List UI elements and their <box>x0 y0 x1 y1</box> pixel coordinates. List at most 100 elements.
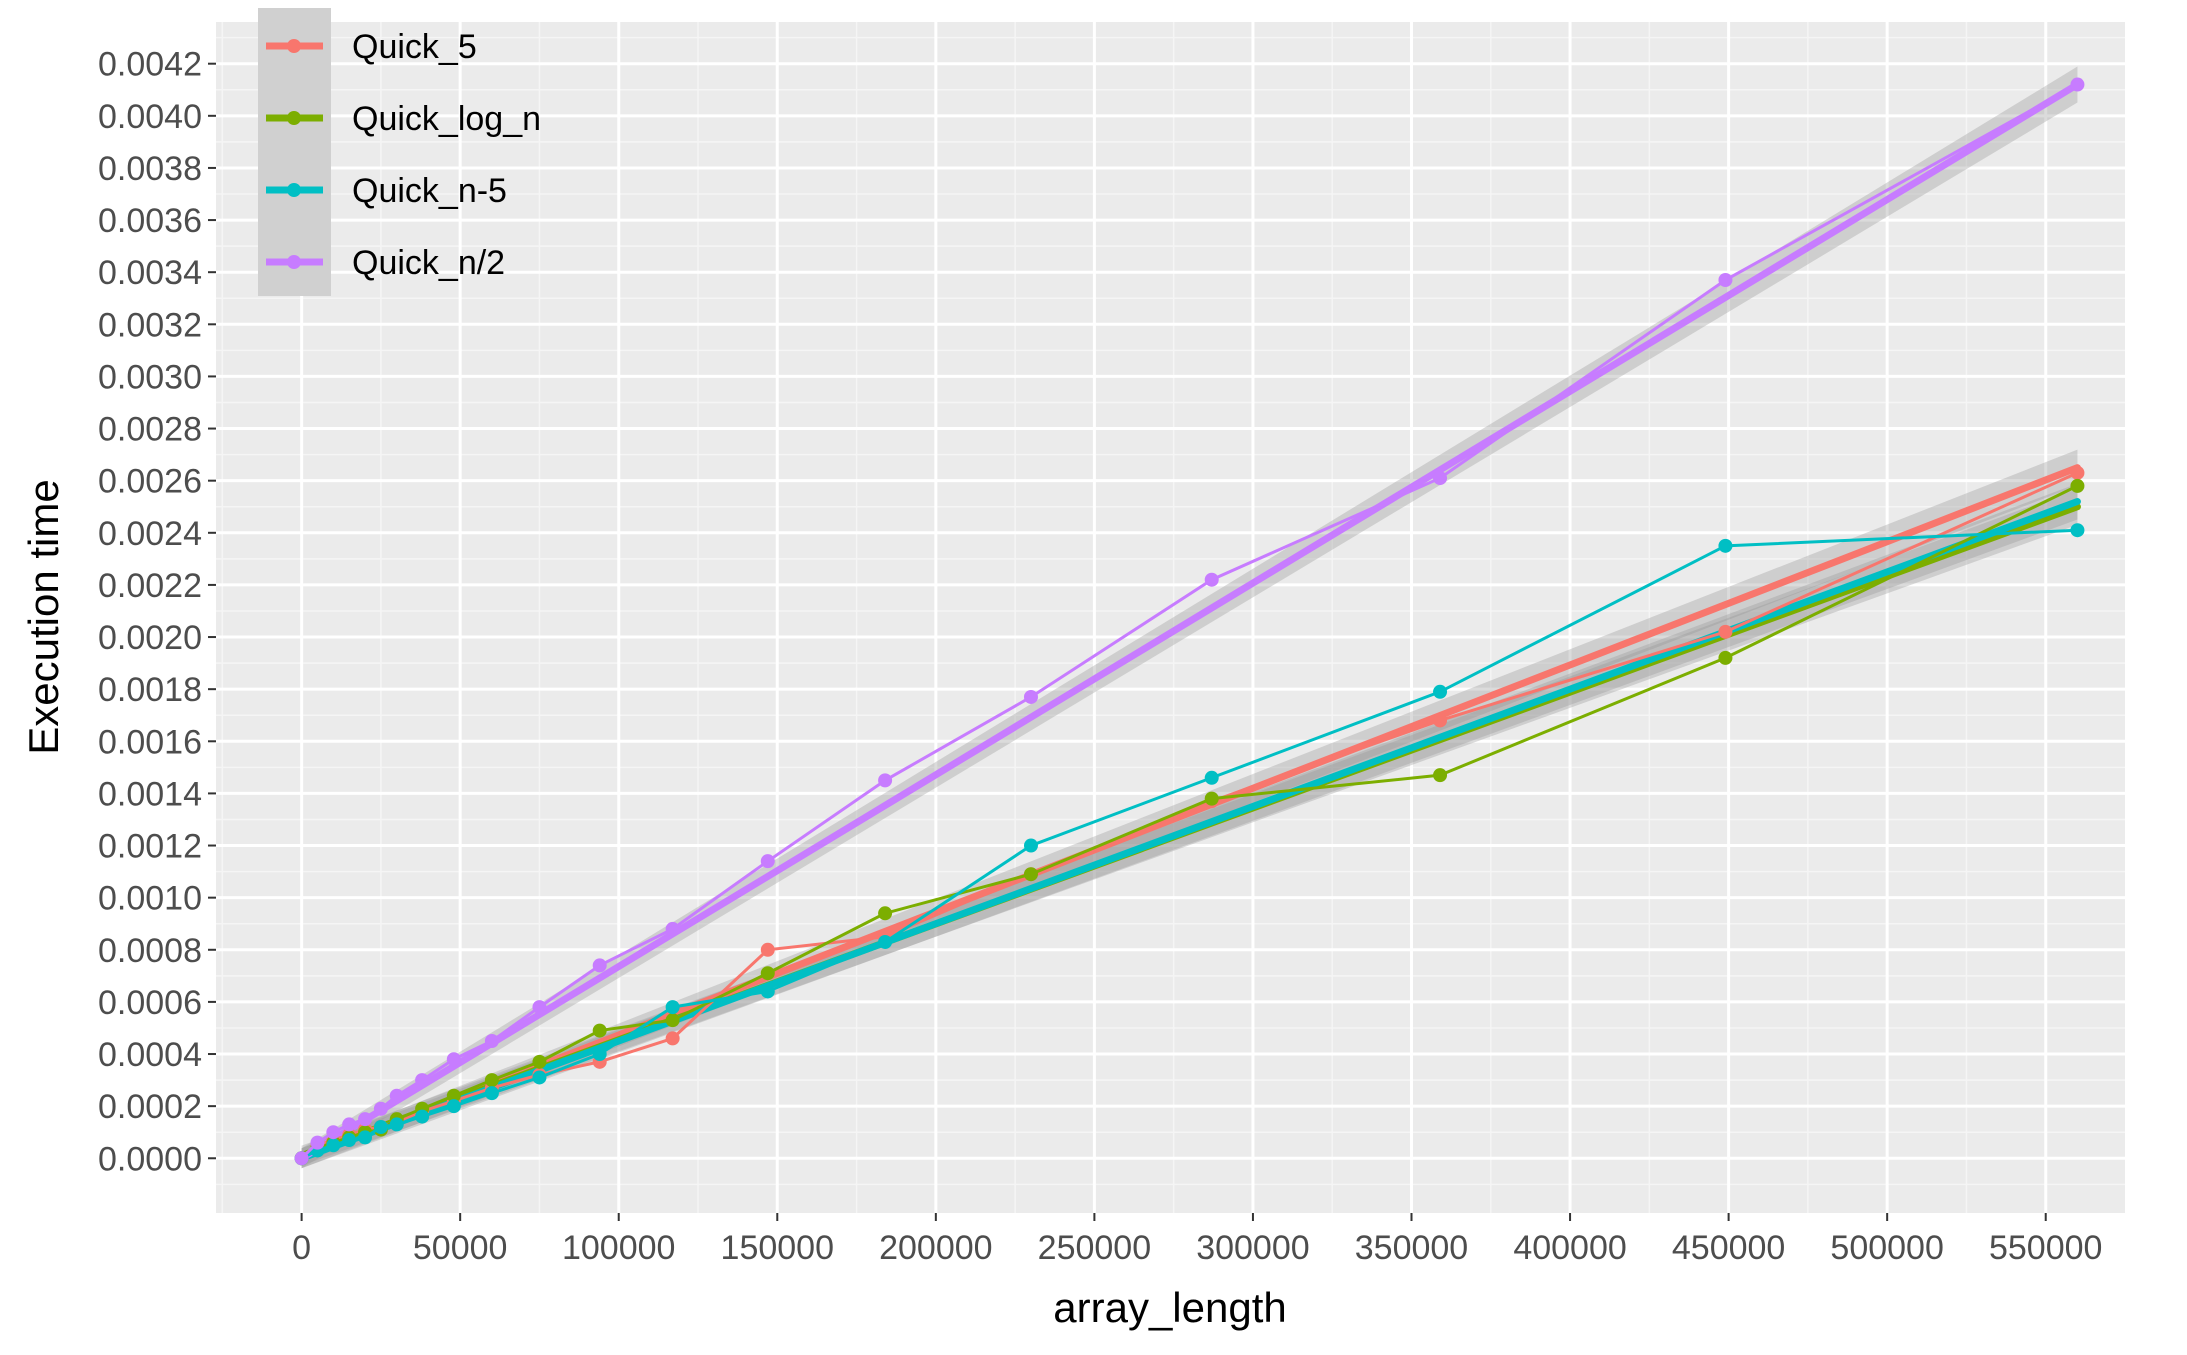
y-tick-label: 0.0016 <box>98 723 202 761</box>
y-tick-label: 0.0042 <box>98 46 202 84</box>
quick-log-n-point <box>2070 478 2085 493</box>
y-tick-label: 0.0022 <box>98 567 202 605</box>
quick-n-2-point <box>294 1151 309 1166</box>
quick-n-5-point <box>1433 684 1448 699</box>
quick-n-5-point <box>1204 770 1219 785</box>
quick-n-2-point <box>1718 273 1733 288</box>
quick-5-point <box>665 1031 680 1046</box>
legend-label-quick-5: Quick_5 <box>352 28 477 66</box>
quick-log-n-point <box>1023 867 1038 882</box>
y-tick-label: 0.0004 <box>98 1036 202 1074</box>
y-tick-label: 0.0010 <box>98 880 202 918</box>
quick-n-2-point <box>665 921 680 936</box>
y-tick-label: 0.0026 <box>98 463 202 501</box>
quick-log-n-point <box>1433 768 1448 783</box>
quick-n-5-point <box>342 1133 357 1148</box>
legend-label-quick-log-n: Quick_log_n <box>352 100 541 138</box>
y-tick-label: 0.0040 <box>98 98 202 136</box>
y-axis-title: Execution time <box>20 479 67 754</box>
quick-n-5-point <box>389 1117 404 1132</box>
x-tick-label: 300000 <box>1196 1229 1309 1267</box>
quick-n-5-point <box>1023 838 1038 853</box>
y-tick-label: 0.0018 <box>98 671 202 709</box>
x-axis-title: array_length <box>1053 1284 1286 1331</box>
quick-n-2-point <box>326 1125 341 1140</box>
legend-label-quick-n-5: Quick_n-5 <box>352 172 507 210</box>
y-tick-label: 0.0034 <box>98 254 202 292</box>
quick-n-2-point <box>415 1073 430 1088</box>
y-tick-label: 0.0014 <box>98 775 202 813</box>
y-tick-label: 0.0020 <box>98 619 202 657</box>
y-tick-label: 0.0006 <box>98 984 202 1022</box>
y-tick-label: 0.0002 <box>98 1088 202 1126</box>
legend-marker-quick-log-n <box>287 111 301 125</box>
y-tick-label: 0.0036 <box>98 202 202 240</box>
quick-n-5-point <box>1718 538 1733 553</box>
quick-n-2-point <box>2070 77 2085 92</box>
quick-log-n-point <box>878 906 893 921</box>
quick-5-point <box>1718 624 1733 639</box>
quick-n-5-point <box>665 1000 680 1015</box>
legend-marker-quick-n-5 <box>287 183 301 197</box>
x-tick-label: 200000 <box>879 1229 992 1267</box>
quick-n-2-point <box>592 958 607 973</box>
legend-marker-quick-n-2 <box>287 255 301 269</box>
quick-5-trend-line <box>298 464 2081 1162</box>
y-tick-label: 0.0032 <box>98 306 202 344</box>
legend: Quick_5 Quick_log_n Quick_n-5 Quick_n/2 <box>258 8 541 296</box>
quick-n-2-point <box>1433 471 1448 486</box>
legend-marker-quick-5 <box>287 39 301 53</box>
x-tick-label: 0 <box>292 1229 311 1267</box>
quick-n-2-point <box>532 1000 547 1015</box>
quick-log-n-point <box>1718 650 1733 665</box>
quick-n-5-point <box>358 1130 373 1145</box>
y-tick-label: 0.0028 <box>98 411 202 449</box>
quick-5-point <box>2070 465 2085 480</box>
quick-n-5-point <box>2070 523 2085 538</box>
quick-n-2-point <box>358 1112 373 1127</box>
quick-n-5-point <box>446 1099 461 1114</box>
quick-n-2-point <box>1204 572 1219 587</box>
quick-n-2-point <box>484 1033 499 1048</box>
x-tick-label: 350000 <box>1355 1229 1468 1267</box>
quick-log-n-point <box>665 1013 680 1028</box>
quick-log-n-point <box>760 966 775 981</box>
x-tick-label: 550000 <box>1989 1229 2102 1267</box>
y-tick-label: 0.0024 <box>98 515 202 553</box>
quick-n-5-point <box>373 1119 388 1134</box>
quick-5-point <box>1433 713 1448 728</box>
quick-log-n-point <box>1204 791 1219 806</box>
quick-n-2-point <box>760 854 775 869</box>
quick-log-n-point <box>446 1088 461 1103</box>
y-tick-label: 0.0000 <box>98 1140 202 1178</box>
quick-n-2-point <box>878 773 893 788</box>
quick-5-point <box>760 942 775 957</box>
quick-n-2-trend-line <box>298 81 2081 1162</box>
y-tick-label: 0.0008 <box>98 932 202 970</box>
quick-log-n-point <box>532 1054 547 1069</box>
quick-n-2-point <box>446 1052 461 1067</box>
quick-n-2-point <box>373 1101 388 1116</box>
quick-n-5-point <box>532 1070 547 1085</box>
series-layer <box>294 66 2085 1169</box>
quick-n-5-point <box>592 1047 607 1062</box>
quick-n-2-point <box>389 1088 404 1103</box>
quick-n-5-point <box>484 1086 499 1101</box>
quick-log-n-point <box>592 1023 607 1038</box>
x-tick-label: 450000 <box>1672 1229 1785 1267</box>
y-tick-label: 0.0012 <box>98 828 202 866</box>
quick-n-2-point <box>342 1117 357 1132</box>
x-tick-label: 400000 <box>1513 1229 1626 1267</box>
x-tick-label: 100000 <box>562 1229 675 1267</box>
quick-log-n-point <box>484 1073 499 1088</box>
x-tick-label: 500000 <box>1830 1229 1943 1267</box>
axes: 0 50000 100000 150000 200000 250000 300000 3500… <box>98 46 2102 1267</box>
quick-n-5-point <box>760 984 775 999</box>
quick-n-5-point <box>326 1138 341 1153</box>
quick-n-5-point <box>878 934 893 949</box>
x-tick-label: 250000 <box>1038 1229 1151 1267</box>
x-tick-label: 50000 <box>413 1229 508 1267</box>
y-tick-label: 0.0030 <box>98 358 202 396</box>
